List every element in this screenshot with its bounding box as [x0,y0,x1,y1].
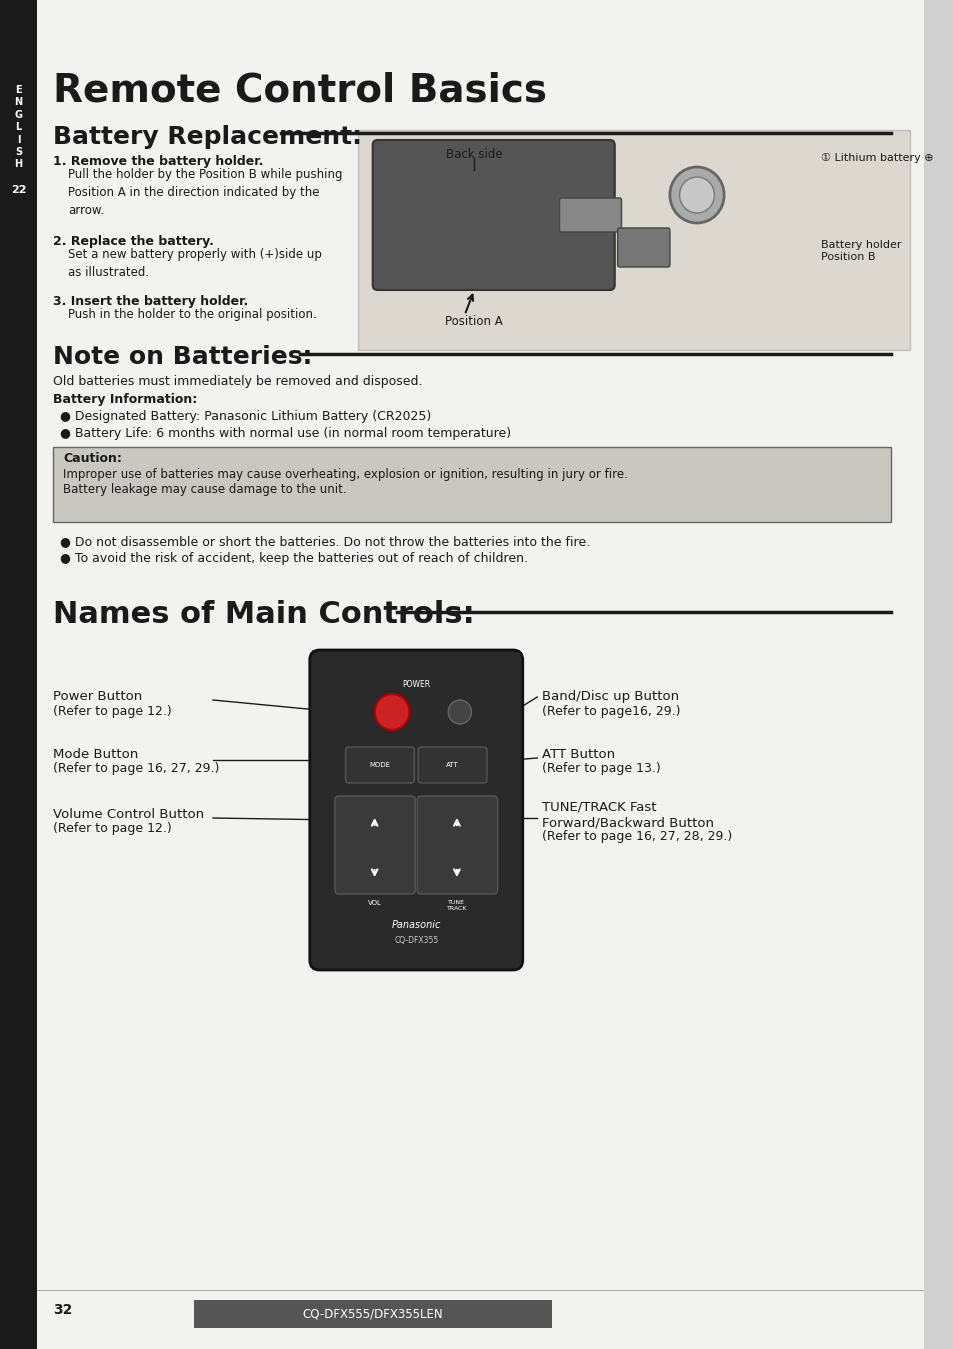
FancyBboxPatch shape [416,796,497,894]
Text: 32: 32 [53,1303,72,1317]
Text: Battery leakage may cause damage to the unit.: Battery leakage may cause damage to the … [63,483,346,496]
FancyBboxPatch shape [53,447,890,522]
Circle shape [448,700,471,724]
Text: Improper use of batteries may cause overheating, explosion or ignition, resultin: Improper use of batteries may cause over… [63,468,627,482]
Text: Old batteries must immediately be removed and disposed.: Old batteries must immediately be remove… [53,375,422,389]
Text: Panasonic: Panasonic [391,920,440,929]
FancyBboxPatch shape [559,198,620,232]
Text: Set a new battery properly with (+)side up
as illustrated.: Set a new battery properly with (+)side … [68,248,321,279]
Text: ① Lithium battery ⊕: ① Lithium battery ⊕ [820,152,933,163]
Text: TUNE
TRACK: TUNE TRACK [446,900,467,911]
Text: Note on Batteries:: Note on Batteries: [53,345,313,370]
Bar [0,0,37,1349]
Text: 3. Insert the battery holder.: 3. Insert the battery holder. [53,295,248,308]
Text: Remote Control Basics: Remote Control Basics [53,71,547,111]
Text: ATT Button: ATT Button [541,747,615,761]
Text: Pull the holder by the Position B while pushing
Position A in the direction indi: Pull the holder by the Position B while … [68,169,342,217]
Text: Battery holder
Position B: Battery holder Position B [820,240,901,263]
Text: (Refer to page16, 29.): (Refer to page16, 29.) [541,706,679,718]
FancyBboxPatch shape [310,650,522,970]
Circle shape [375,693,409,730]
Text: Push in the holder to the original position.: Push in the holder to the original posit… [68,308,316,321]
Text: Battery Replacement:: Battery Replacement: [53,125,362,148]
Text: (Refer to page 16, 27, 29.): (Refer to page 16, 27, 29.) [53,762,219,774]
Text: 2. Replace the battery.: 2. Replace the battery. [53,235,213,248]
FancyBboxPatch shape [345,747,414,782]
Text: TUNE/TRACK Fast
Forward/Backward Button: TUNE/TRACK Fast Forward/Backward Button [541,800,714,830]
Text: POWER: POWER [402,680,430,689]
Text: ● Battery Life: 6 months with normal use (in normal room temperature): ● Battery Life: 6 months with normal use… [60,428,511,440]
Text: Back side: Back side [446,148,502,161]
FancyBboxPatch shape [335,796,415,894]
Text: MODE: MODE [369,762,390,768]
Text: (Refer to page 12.): (Refer to page 12.) [53,706,172,718]
Text: E
N
G
L
I
S
H: E N G L I S H [14,85,23,170]
Text: Mode Button: Mode Button [53,747,138,761]
FancyBboxPatch shape [373,140,614,290]
Text: ● To avoid the risk of accident, keep the batteries out of reach of children.: ● To avoid the risk of accident, keep th… [60,552,527,565]
Text: Band/Disc up Button: Band/Disc up Button [541,689,679,703]
Bar [193,1300,551,1327]
Text: 1. Remove the battery holder.: 1. Remove the battery holder. [53,155,263,169]
Text: Battery Information:: Battery Information: [53,393,197,406]
Text: (Refer to page 12.): (Refer to page 12.) [53,822,172,835]
Text: Names of Main Controls:: Names of Main Controls: [53,600,475,629]
Text: VOL: VOL [367,900,381,907]
FancyBboxPatch shape [417,747,486,782]
FancyBboxPatch shape [0,0,923,1349]
Circle shape [679,177,714,213]
Text: Caution:: Caution: [63,452,122,465]
Text: ● Do not disassemble or short the batteries. Do not throw the batteries into the: ● Do not disassemble or short the batter… [60,536,590,548]
Text: (Refer to page 16, 27, 28, 29.): (Refer to page 16, 27, 28, 29.) [541,830,732,843]
Text: (Refer to page 13.): (Refer to page 13.) [541,762,660,774]
Text: Position A: Position A [445,316,502,328]
Text: CQ-DFX355: CQ-DFX355 [394,936,438,946]
Text: ATT: ATT [445,762,457,768]
Text: Volume Control Button: Volume Control Button [53,808,204,822]
Text: 22: 22 [10,185,26,196]
Bar [357,130,909,349]
Circle shape [669,167,723,223]
Text: ● Designated Battery: Panasonic Lithium Battery (CR2025): ● Designated Battery: Panasonic Lithium … [60,410,431,424]
FancyBboxPatch shape [617,228,669,267]
Text: CQ-DFX555/DFX355LEN: CQ-DFX555/DFX355LEN [302,1307,442,1321]
Text: Power Button: Power Button [53,689,142,703]
